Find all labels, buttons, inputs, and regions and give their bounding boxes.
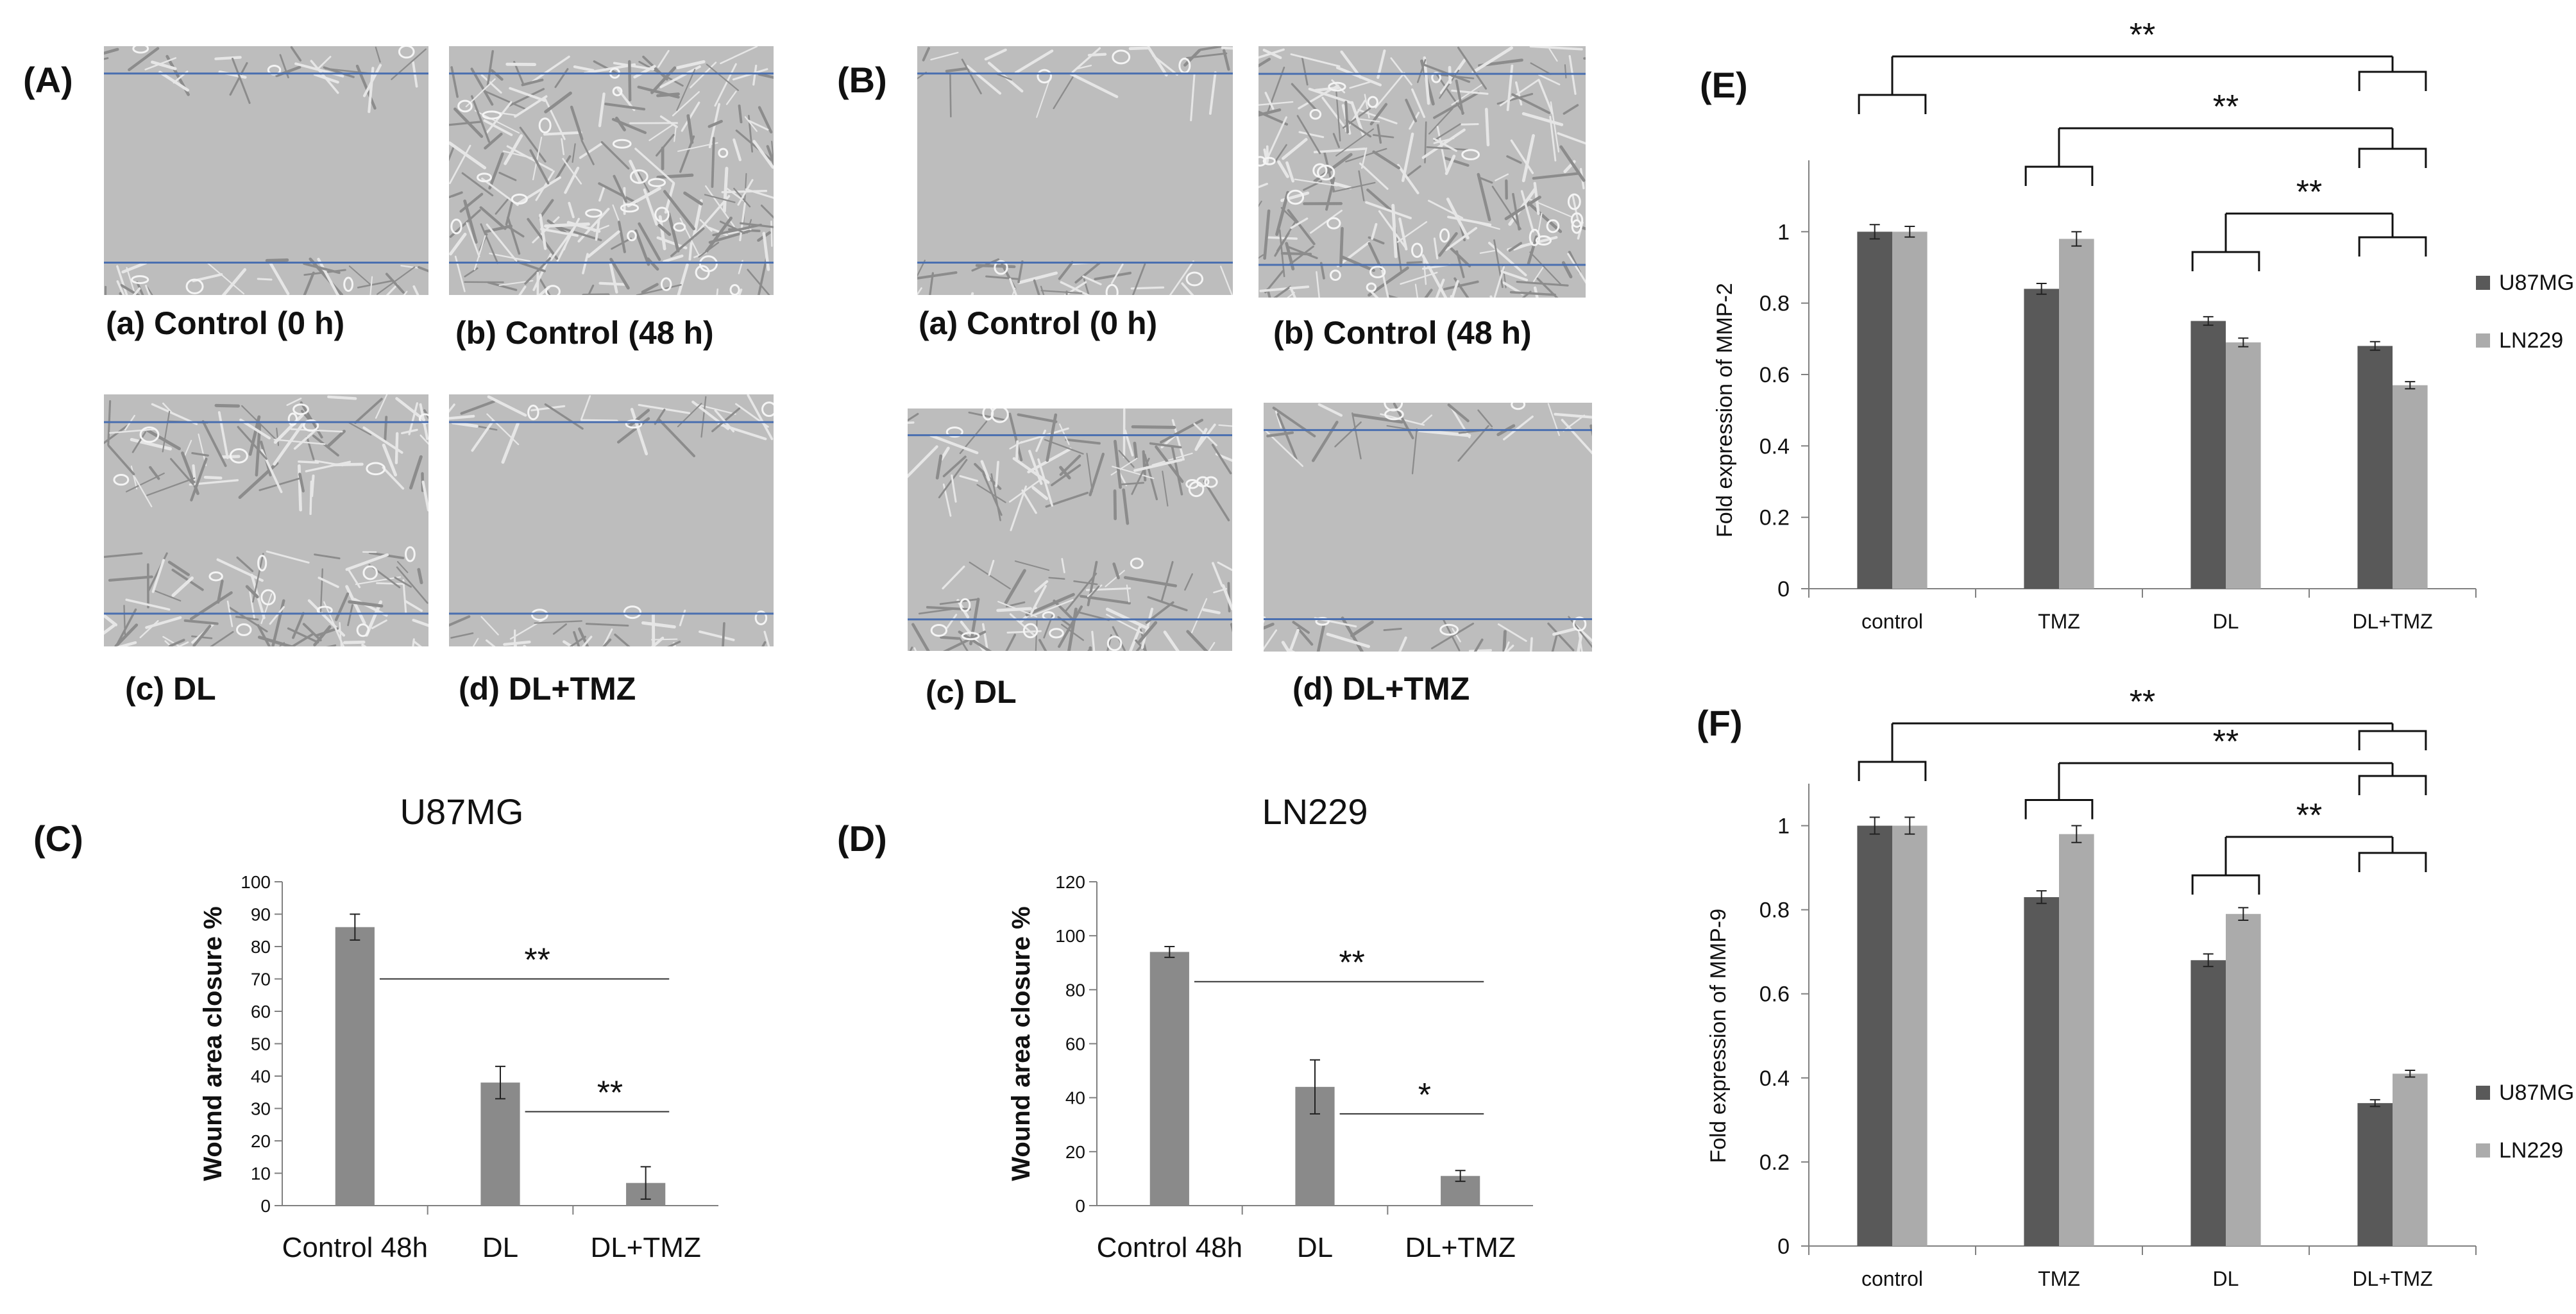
caption-a-control-0h: (a) Control (0 h) bbox=[106, 305, 345, 341]
micrograph-a-dl bbox=[104, 394, 428, 646]
y-tick-label: 70 bbox=[251, 970, 271, 990]
micrograph-a-control-0h bbox=[104, 46, 428, 295]
panel-label-e: (E) bbox=[1700, 65, 1748, 105]
panel-label-d: (D) bbox=[837, 818, 887, 859]
y-tick-label: 60 bbox=[251, 1002, 271, 1022]
chart-title: U87MG bbox=[400, 791, 524, 832]
x-tick-label: Control 48h bbox=[282, 1232, 428, 1263]
caption-b-control-0h: (a) Control (0 h) bbox=[919, 305, 1158, 341]
panel-label-c: (C) bbox=[33, 818, 83, 859]
significance-label: ** bbox=[597, 1075, 623, 1112]
y-tick-label: 10 bbox=[251, 1164, 271, 1184]
bar-0 bbox=[335, 927, 375, 1206]
caption-b-dl-tmz: (d) DL+TMZ bbox=[1292, 671, 1470, 707]
significance-label: ** bbox=[524, 942, 550, 979]
micrograph-a-dl-tmz bbox=[449, 394, 774, 646]
micrograph-b-control-48h bbox=[1258, 46, 1586, 298]
panel-label-a: (A) bbox=[23, 60, 73, 100]
y-tick-label: 50 bbox=[251, 1034, 271, 1054]
caption-a-dl-tmz: (d) DL+TMZ bbox=[459, 671, 636, 707]
y-tick-label: 30 bbox=[251, 1099, 271, 1119]
micrograph-a-control-48h bbox=[449, 46, 774, 295]
caption-a-dl: (c) DL bbox=[125, 671, 216, 707]
micrograph-b-control-0h bbox=[917, 46, 1233, 295]
caption-b-control-48h: (b) Control (48 h) bbox=[1273, 315, 1532, 351]
caption-b-dl: (c) DL bbox=[926, 674, 1017, 710]
x-tick-label: DL+TMZ bbox=[590, 1232, 700, 1263]
panel-label-f: (F) bbox=[1697, 703, 1743, 743]
y-tick-label: 90 bbox=[251, 905, 271, 925]
y-tick-label: 100 bbox=[241, 872, 271, 892]
y-tick-label: 20 bbox=[251, 1131, 271, 1151]
panel-label-b: (B) bbox=[837, 60, 887, 100]
y-tick-label: 80 bbox=[251, 937, 271, 957]
caption-a-control-48h: (b) Control (48 h) bbox=[455, 315, 714, 351]
micrograph-b-dl-tmz bbox=[1264, 403, 1592, 652]
y-tick-label: 0 bbox=[260, 1196, 271, 1216]
bar-1 bbox=[480, 1082, 520, 1206]
micrograph-b-dl bbox=[908, 409, 1232, 651]
y-tick-label: 40 bbox=[251, 1066, 271, 1086]
y-axis-label: Wound area closure % bbox=[199, 906, 227, 1181]
x-tick-label: DL bbox=[482, 1232, 518, 1263]
